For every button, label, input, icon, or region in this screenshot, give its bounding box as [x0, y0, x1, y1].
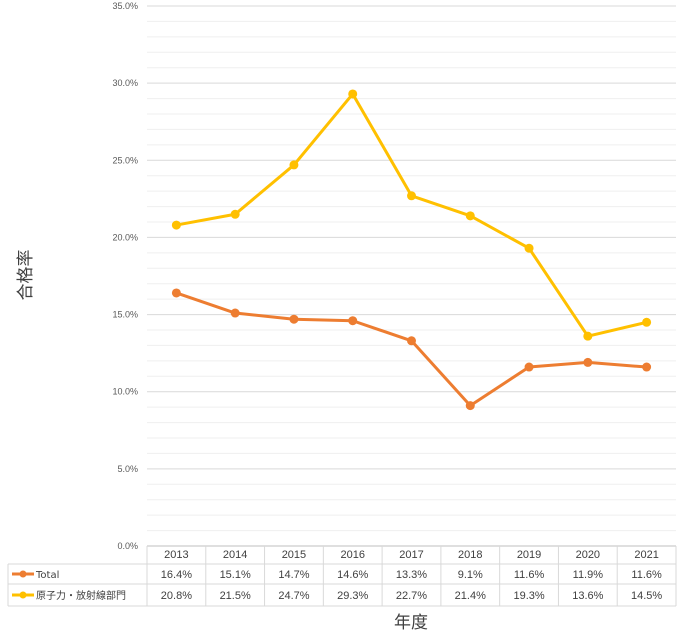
x-tick-label: 2016	[340, 549, 364, 561]
data-point	[348, 316, 358, 326]
y-tick-label: 15.0%	[112, 310, 138, 320]
y-tick-label: 5.0%	[117, 464, 138, 474]
data-point	[642, 362, 652, 372]
series-line	[174, 92, 649, 338]
data-label: 24.7%	[278, 590, 309, 602]
data-point	[230, 308, 240, 318]
y-tick-label: 25.0%	[112, 155, 138, 165]
data-label: 13.6%	[572, 590, 603, 602]
legend-label: 原子力・放射線部門	[36, 589, 126, 602]
data-label: 19.3%	[513, 590, 544, 602]
series-0	[171, 288, 652, 411]
y-axis-title: 合格率	[16, 250, 36, 301]
y-axis-ticks: 0.0% 5.0% 10.0% 15.0% 20.0% 25.0% 30.0% 35.0%	[112, 1, 138, 551]
x-axis-title: 年度	[394, 613, 428, 633]
data-label: 11.9%	[573, 569, 604, 581]
data-label: 14.7%	[278, 569, 309, 581]
data-point	[407, 336, 416, 346]
data-table: 2013 2014 2015 2016 2017 2018 2019 2020 2021 Tota…	[7, 545, 677, 607]
data-point	[465, 401, 475, 411]
data-point	[642, 317, 652, 327]
legend-label: Total	[35, 570, 59, 581]
data-label: 11.6%	[631, 569, 662, 581]
x-tick-label: 2021	[634, 549, 658, 561]
data-label: 20.8%	[161, 590, 192, 602]
data-label: 14.6%	[337, 569, 368, 581]
x-tick-label: 2018	[458, 549, 482, 561]
data-point	[583, 331, 593, 341]
series-line	[174, 291, 649, 408]
data-label: 11.6%	[514, 569, 545, 581]
series-1	[171, 89, 652, 341]
x-tick-label: 2020	[576, 549, 600, 561]
data-label: 29.3%	[337, 590, 368, 602]
y-tick-label: 20.0%	[112, 232, 138, 242]
data-label: 15.1%	[220, 569, 251, 581]
data-label: 22.7%	[396, 590, 427, 602]
x-tick-label: 2017	[399, 549, 423, 561]
y-tick-label: 10.0%	[112, 387, 138, 397]
data-label: 21.4%	[455, 590, 486, 602]
data-label: 21.5%	[220, 590, 251, 602]
data-point	[289, 160, 299, 170]
data-point	[348, 89, 358, 99]
data-point	[171, 288, 181, 298]
data-label: 14.5%	[631, 590, 662, 602]
x-tick-label: 2019	[517, 549, 541, 561]
x-tick-label: 2015	[282, 549, 306, 561]
gridlines	[147, 5, 676, 532]
data-point	[524, 362, 534, 372]
data-label: 16.4%	[161, 569, 192, 581]
y-tick-label: 30.0%	[112, 78, 138, 88]
x-tick-label: 2013	[164, 549, 188, 561]
data-point	[171, 220, 181, 230]
data-point	[583, 357, 593, 367]
data-label: 9.1%	[458, 569, 483, 581]
data-point	[465, 211, 475, 221]
series-lines	[171, 89, 652, 411]
data-point	[230, 209, 240, 219]
y-tick-label: 35.0%	[112, 1, 138, 11]
data-point	[524, 243, 534, 253]
data-point	[407, 191, 416, 201]
x-tick-label: 2014	[223, 549, 247, 561]
data-label: 13.3%	[396, 569, 427, 581]
data-point	[289, 314, 299, 324]
y-tick-label: 0.0%	[117, 541, 138, 551]
legend-key-marker	[19, 591, 27, 599]
legend-key-marker	[19, 570, 27, 578]
